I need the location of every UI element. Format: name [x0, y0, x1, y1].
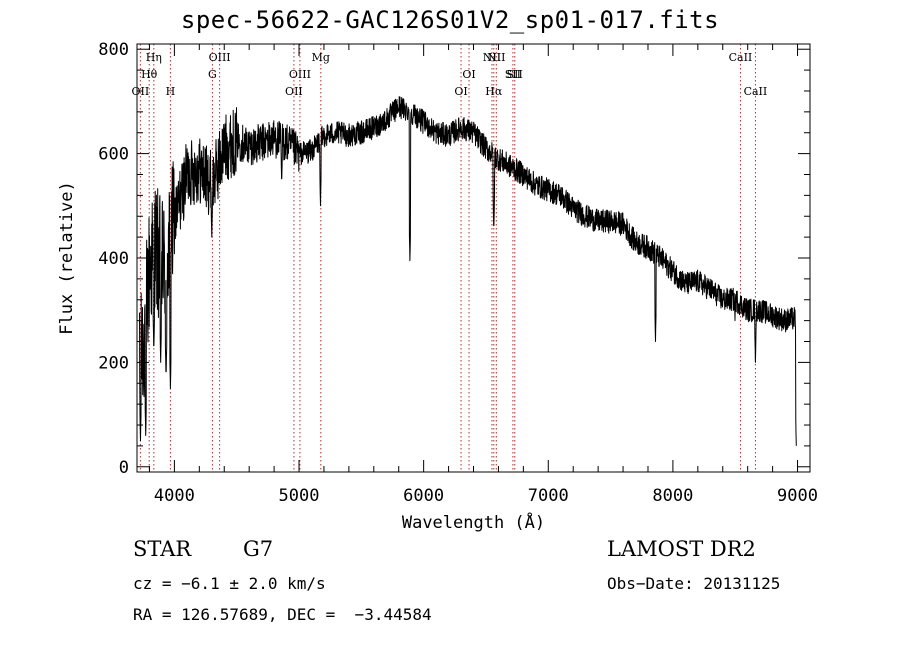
y-tick-label: 400 — [98, 249, 129, 269]
line-marker-label: CaII — [744, 85, 768, 98]
object-class: STAR — [133, 537, 192, 561]
object-subclass: G7 — [243, 537, 274, 561]
y-axis-label: Flux (relative) — [57, 181, 77, 335]
x-tick-label: 5000 — [279, 486, 320, 506]
survey-name: LAMOST DR2 — [607, 537, 756, 561]
y-tick-label: 800 — [98, 40, 129, 60]
y-tick-label: 600 — [98, 145, 129, 165]
x-axis-label: Wavelength (Å) — [402, 511, 545, 533]
x-tick-label: 8000 — [652, 486, 693, 506]
line-marker-label: OII — [285, 85, 303, 98]
line-marker-label: OI — [462, 68, 475, 81]
line-marker-label: OI — [454, 85, 467, 98]
x-tick-label: 7000 — [528, 486, 569, 506]
line-marker-label: H — [166, 85, 176, 98]
redshift-cz: cz = −6.1 ± 2.0 km/s — [133, 574, 326, 593]
line-marker-label: Mg — [312, 51, 330, 64]
chart-title: spec-56622-GAC126S01V2_sp01-017.fits — [180, 6, 720, 34]
line-marker-label: G — [208, 68, 217, 81]
line-marker-label: Hα — [485, 85, 503, 98]
line-marker-label: SII — [505, 68, 521, 81]
x-tick-label: 6000 — [403, 486, 444, 506]
y-tick-label: 200 — [98, 353, 129, 373]
observation-date: Obs−Date: 20131125 — [607, 574, 781, 593]
line-marker-label: SII — [507, 68, 523, 81]
y-tick-label: 0 — [119, 458, 129, 478]
line-marker-label: OIII — [289, 68, 311, 81]
line-marker-label: Hθ — [141, 68, 158, 81]
plot-frame — [136, 43, 811, 473]
line-marker-label: CaII — [729, 51, 753, 64]
line-marker-label: OIII — [209, 51, 231, 64]
x-tick-label: 4000 — [154, 486, 195, 506]
line-marker-label: OII — [132, 85, 150, 98]
line-marker-label: NII — [483, 51, 501, 64]
x-tick-label: 9000 — [777, 486, 818, 506]
line-marker-label: NII — [487, 51, 505, 64]
line-marker-label: Hη — [146, 51, 162, 64]
spectrum-line — [139, 96, 797, 446]
coordinates: RA = 126.57689, DEC = −3.44584 — [133, 605, 432, 624]
